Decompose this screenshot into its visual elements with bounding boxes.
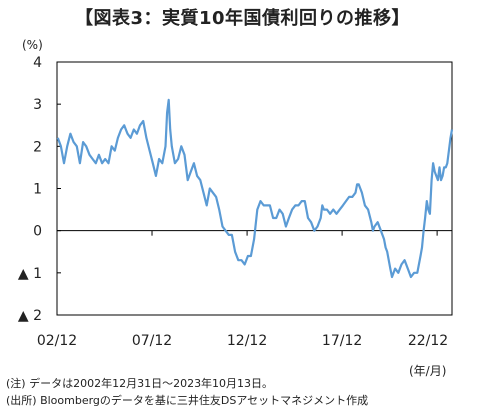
- y-tick-label: 4: [33, 55, 42, 71]
- x-tick-label: 17/12: [322, 333, 362, 349]
- x-tick-label: 12/12: [227, 333, 267, 349]
- y-unit-label: (%): [22, 38, 43, 52]
- x-tick-label: 02/12: [37, 333, 77, 349]
- x-tick-label: 22/12: [408, 333, 448, 349]
- y-tick-label: 2: [33, 139, 42, 155]
- y-tick-label: ▲ 2: [18, 308, 42, 324]
- y-tick-label: 0: [33, 224, 42, 240]
- y-tick-label: ▲ 1: [18, 266, 42, 282]
- note-text: (注) データは2002年12月31日〜2023年10月13日。: [6, 377, 274, 390]
- source-text: (出所) Bloombergのデータを基に三井住友DSアセットマネジメント作成: [6, 394, 369, 407]
- y-tick-label: 3: [33, 97, 42, 113]
- y-tick-label: 1: [33, 182, 42, 198]
- series-line: [56, 98, 454, 279]
- page-title: 【図表3：実質10年国債利回りの推移】: [74, 8, 411, 29]
- x-unit-label: (年/月): [409, 364, 447, 378]
- x-tick-label: 07/12: [132, 333, 172, 349]
